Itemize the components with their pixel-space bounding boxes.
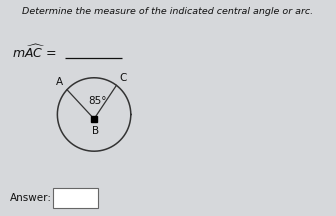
Text: Answer:: Answer: [10, 193, 52, 203]
Text: A: A [56, 77, 63, 87]
Text: Determine the measure of the indicated central angle or arc.: Determine the measure of the indicated c… [23, 7, 313, 16]
Bar [53, 188, 98, 208]
Text: C: C [119, 73, 127, 83]
Text: B: B [91, 126, 99, 136]
Text: $m\widehat{AC}$ =: $m\widehat{AC}$ = [12, 43, 57, 60]
Text: 85°: 85° [89, 95, 107, 106]
